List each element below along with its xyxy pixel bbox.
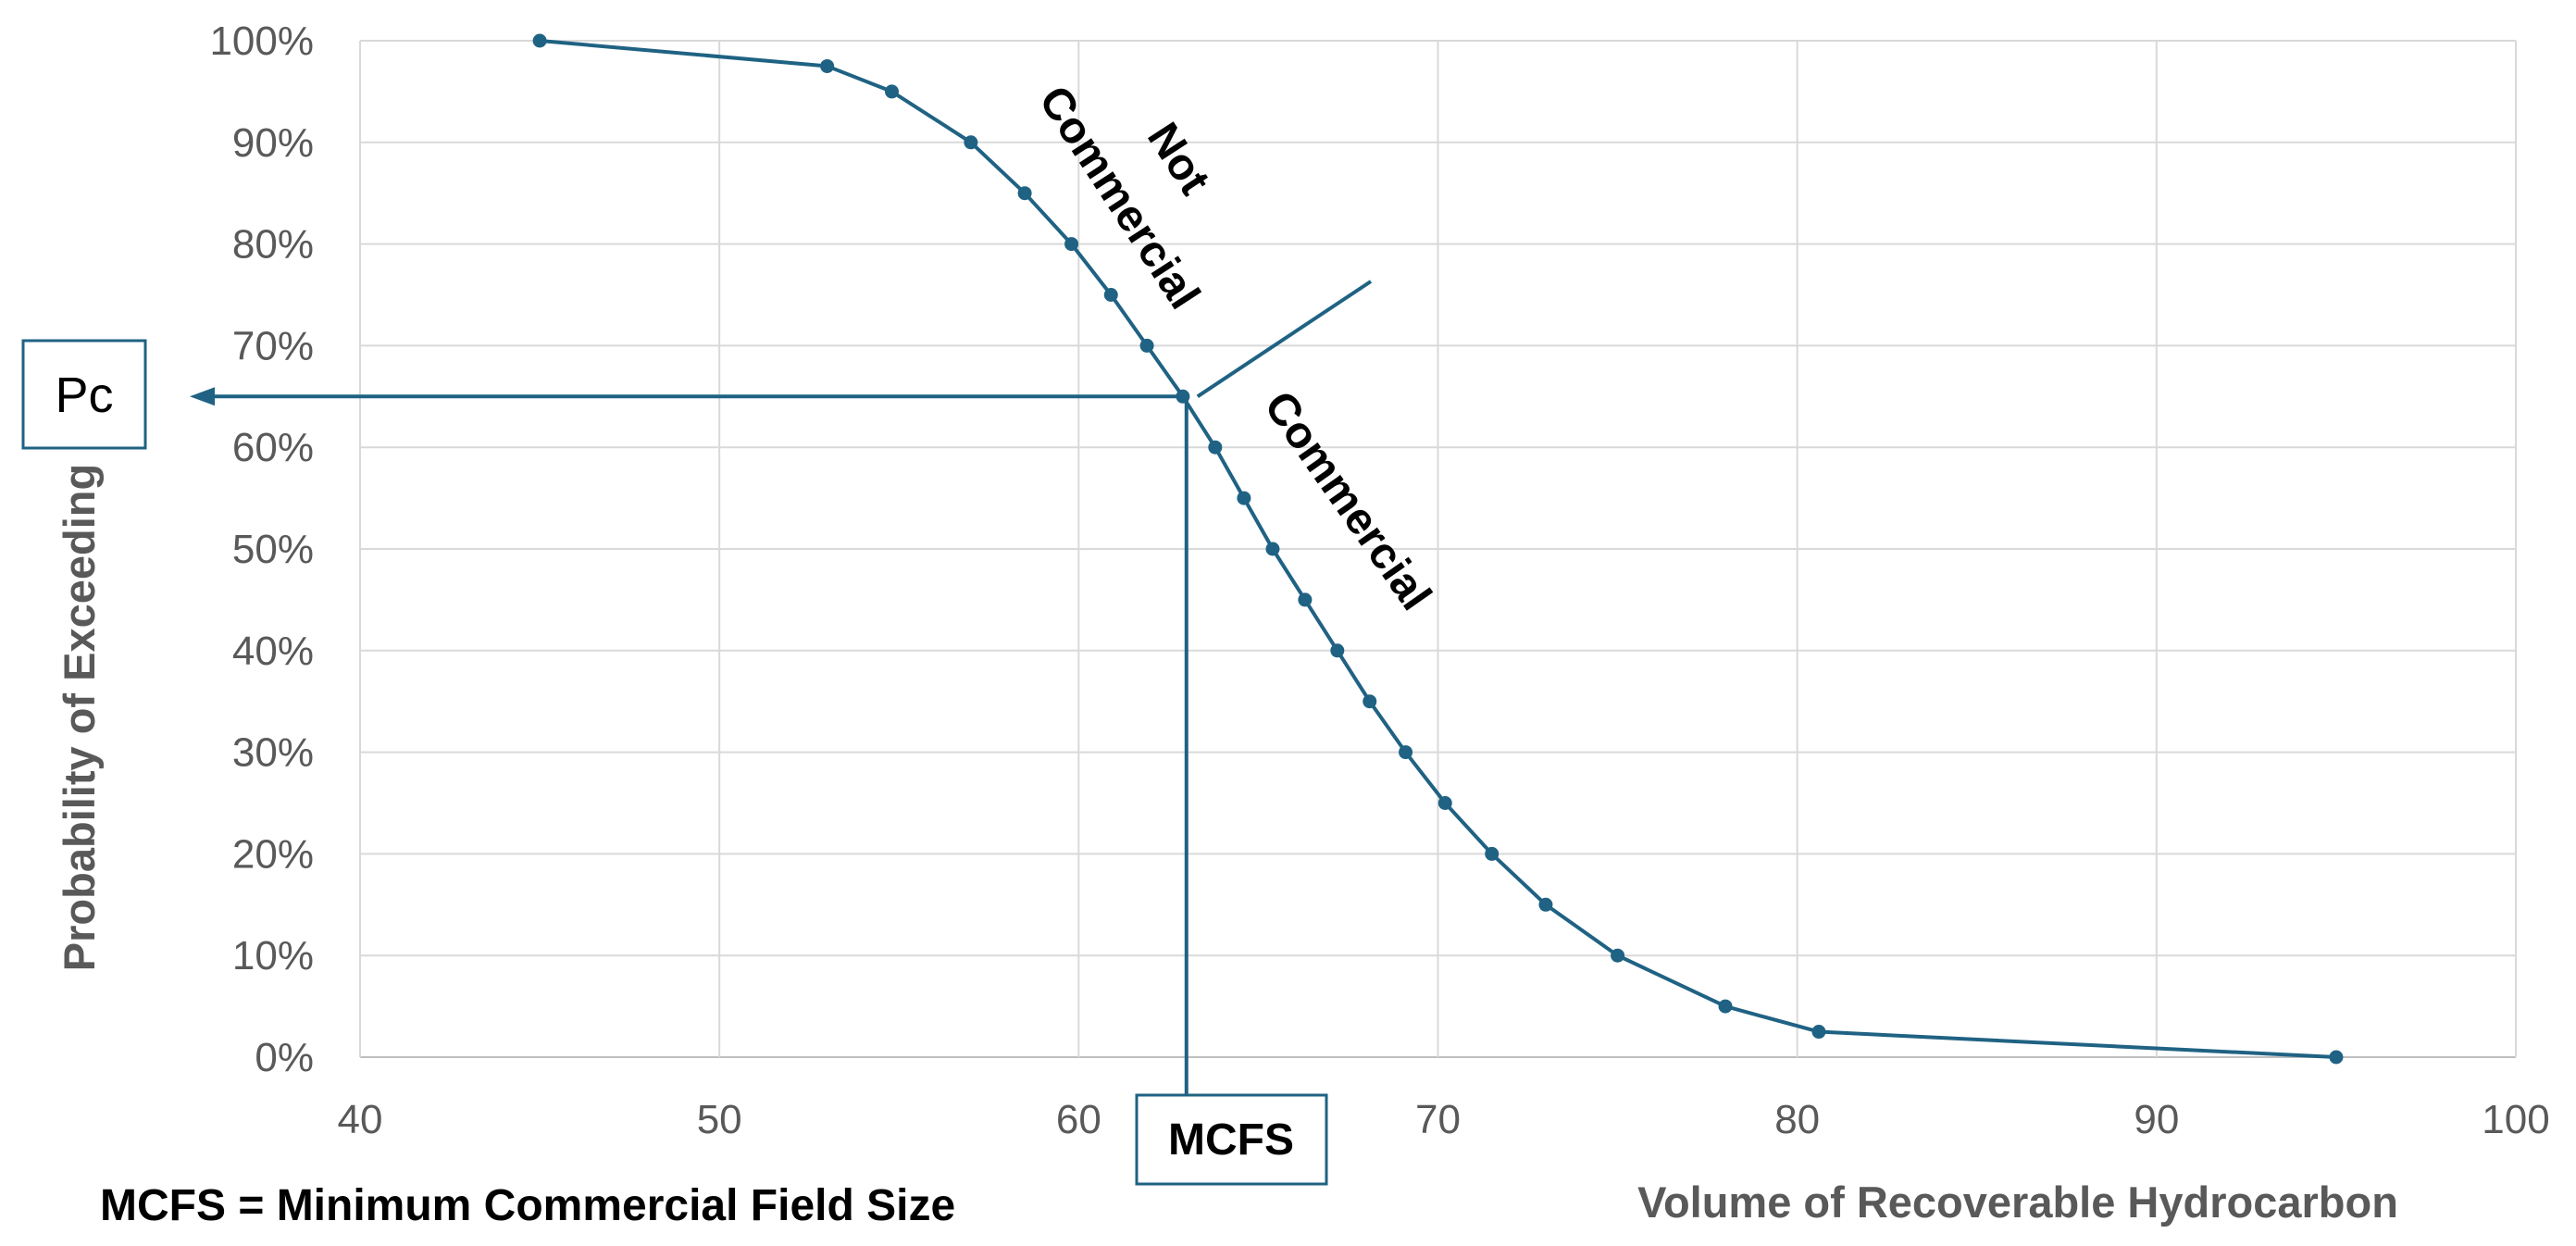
x-axis-ticks: 40 50 60 70 80 90 100 [338, 1097, 2550, 1142]
commercial-divider-line [1196, 280, 1373, 398]
data-point [532, 33, 547, 48]
not-commercial-label-line1: Not [1138, 115, 1219, 204]
data-point [1718, 999, 1733, 1014]
data-point [1064, 237, 1079, 252]
data-point [1811, 1025, 1826, 1040]
pc-label: Pc [55, 368, 113, 423]
data-point [1437, 796, 1452, 810]
x-axis-title: Volume of Recoverable Hydrocarbon [1637, 1177, 2398, 1227]
x-tick-label: 40 [338, 1097, 383, 1142]
data-point [1363, 694, 1377, 709]
series-layer [532, 33, 2344, 1065]
data-point [1265, 542, 1280, 556]
pc-box [21, 339, 147, 450]
y-tick-label: 30% [232, 730, 314, 776]
mcfs-label: MCFS [1168, 1115, 1294, 1165]
data-point [1538, 897, 1553, 912]
commercial-label: Commercial [1254, 382, 1440, 618]
data-point [1139, 338, 1154, 353]
data-point [1103, 288, 1118, 302]
y-tick-label: 20% [232, 831, 314, 877]
data-point [2329, 1050, 2344, 1065]
pc-arrowhead [190, 387, 215, 406]
data-point [820, 58, 835, 73]
data-point [1017, 186, 1032, 201]
x-tick-label: 60 [1056, 1097, 1101, 1142]
y-tick-label: 80% [232, 222, 314, 268]
data-point [1399, 745, 1413, 760]
x-tick-label: 50 [697, 1097, 742, 1142]
data-point [884, 84, 899, 99]
x-tick-label: 80 [1774, 1097, 1820, 1142]
data-point [964, 135, 978, 150]
y-tick-label: 40% [232, 629, 314, 674]
x-tick-label: 70 [1415, 1097, 1461, 1142]
y-tick-label: 90% [232, 120, 314, 166]
mcfs-box [1135, 1093, 1328, 1186]
y-tick-label: 60% [232, 425, 314, 470]
y-tick-label: 10% [232, 933, 314, 978]
data-point [1176, 389, 1190, 404]
y-tick-label: 100% [209, 19, 314, 64]
x-tick-label: 100 [2482, 1097, 2549, 1142]
y-tick-label: 70% [232, 323, 314, 368]
gridlines [359, 40, 2517, 1058]
data-point [1611, 948, 1625, 963]
data-point [1330, 643, 1345, 658]
y-tick-label: 0% [255, 1035, 314, 1080]
data-point [1208, 440, 1223, 455]
y-tick-label: 50% [232, 527, 314, 572]
y-axis-title: Probability of Exceeding [55, 464, 104, 971]
data-point [1237, 491, 1251, 505]
data-point [1298, 592, 1313, 607]
mcfs-definition-note: MCFS = Minimum Commercial Field Size [100, 1181, 955, 1230]
data-point [1485, 846, 1500, 861]
y-axis-ticks: 0% 10% 20% 30% 40% 50% 60% 70% 80% 90% 100% [209, 19, 314, 1080]
x-tick-label: 90 [2134, 1097, 2179, 1142]
